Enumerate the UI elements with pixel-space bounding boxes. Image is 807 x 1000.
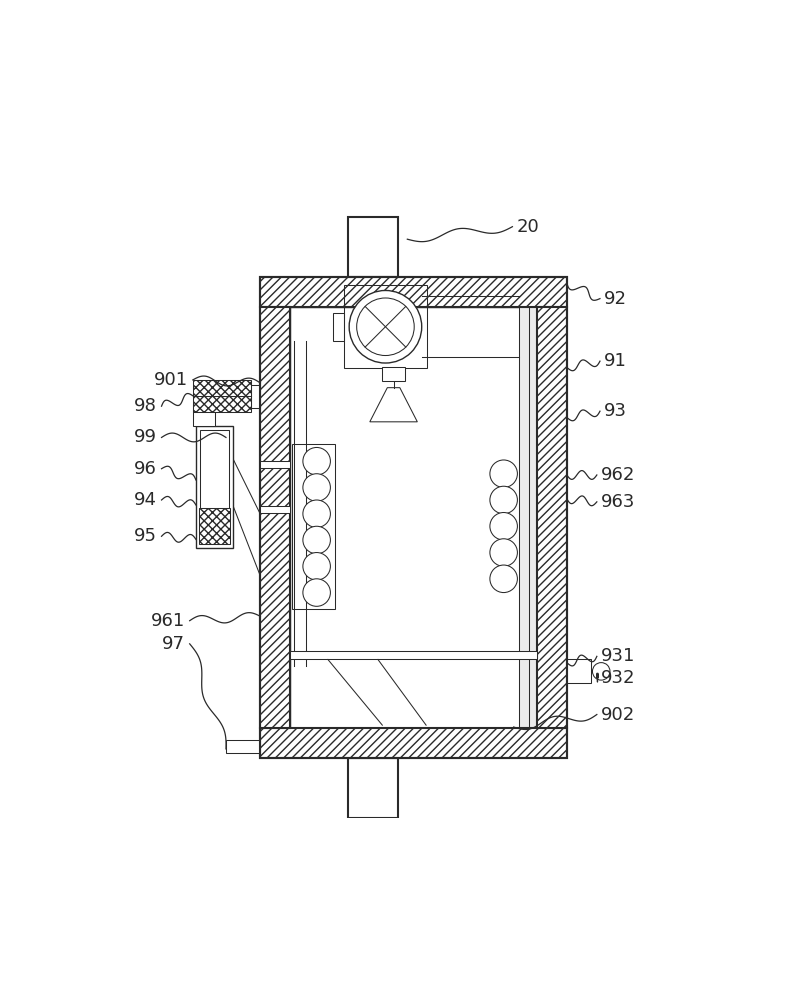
Bar bbox=[261, 307, 291, 728]
Circle shape bbox=[303, 579, 330, 606]
Bar bbox=[200, 430, 229, 543]
Bar bbox=[194, 380, 251, 412]
Text: 932: 932 bbox=[601, 669, 636, 687]
Bar bbox=[251, 385, 261, 408]
Circle shape bbox=[357, 298, 414, 356]
Text: 95: 95 bbox=[134, 527, 157, 545]
Bar bbox=[348, 217, 398, 277]
Bar bbox=[196, 426, 233, 548]
Bar bbox=[261, 277, 567, 758]
Bar bbox=[261, 506, 291, 513]
Circle shape bbox=[490, 460, 517, 487]
Bar bbox=[291, 307, 537, 728]
Bar bbox=[261, 461, 291, 468]
Text: 93: 93 bbox=[604, 402, 627, 420]
Text: 963: 963 bbox=[601, 493, 636, 511]
Circle shape bbox=[303, 447, 330, 475]
Circle shape bbox=[490, 539, 517, 566]
Circle shape bbox=[490, 565, 517, 593]
Bar bbox=[193, 404, 215, 426]
Bar bbox=[199, 508, 230, 544]
Bar bbox=[261, 728, 567, 758]
Text: 98: 98 bbox=[134, 397, 157, 415]
Text: 902: 902 bbox=[601, 706, 635, 724]
Bar bbox=[567, 659, 591, 683]
Text: 97: 97 bbox=[162, 635, 186, 653]
Text: 92: 92 bbox=[604, 290, 627, 308]
Text: 99: 99 bbox=[134, 428, 157, 446]
Text: 96: 96 bbox=[134, 460, 157, 478]
Circle shape bbox=[303, 526, 330, 554]
Bar bbox=[519, 307, 537, 728]
Circle shape bbox=[490, 513, 517, 540]
Circle shape bbox=[303, 500, 330, 528]
Text: 94: 94 bbox=[134, 491, 157, 509]
Text: 91: 91 bbox=[604, 352, 627, 370]
Circle shape bbox=[303, 553, 330, 580]
Text: 20: 20 bbox=[516, 218, 540, 236]
Circle shape bbox=[303, 474, 330, 501]
Bar bbox=[291, 444, 335, 609]
Bar bbox=[261, 277, 567, 307]
Text: 901: 901 bbox=[154, 371, 189, 389]
Bar bbox=[344, 285, 427, 368]
Bar bbox=[383, 367, 405, 381]
Bar bbox=[291, 651, 537, 659]
Text: 961: 961 bbox=[151, 612, 186, 630]
Bar bbox=[537, 307, 567, 728]
Polygon shape bbox=[370, 388, 417, 422]
Bar bbox=[226, 740, 261, 753]
Circle shape bbox=[349, 290, 422, 363]
Bar bbox=[333, 313, 344, 341]
Bar bbox=[348, 758, 398, 818]
Text: 931: 931 bbox=[601, 647, 636, 665]
Text: 962: 962 bbox=[601, 466, 636, 484]
Circle shape bbox=[592, 663, 610, 680]
Circle shape bbox=[490, 486, 517, 514]
